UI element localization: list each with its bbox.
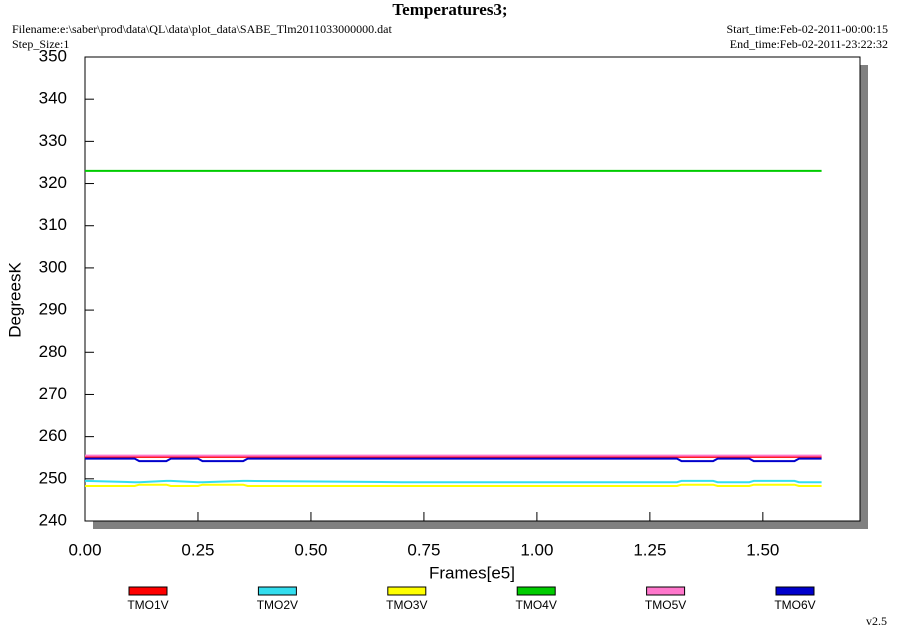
legend-label: TMO6V: [774, 598, 815, 612]
y-tick-label: 330: [39, 131, 67, 150]
x-tick-label: 0.50: [294, 540, 327, 559]
y-tick-label: 260: [39, 426, 67, 445]
legend-swatch: [775, 586, 815, 596]
step-size: Step_Size:1: [12, 37, 69, 51]
y-tick-label: 340: [39, 89, 67, 108]
x-tick-label: 0.75: [407, 540, 440, 559]
version: v2.5: [866, 614, 887, 628]
legend-swatch: [128, 586, 168, 596]
filename: Filename:e:\saber\prod\data\QL\data\plot…: [12, 22, 392, 36]
chart-title: Temperatures3;: [392, 0, 507, 19]
end-time: End_time:Feb-02-2011-23:22:32: [730, 37, 888, 51]
plot-area: [84, 56, 861, 522]
x-axis-label: Frames[e5]: [429, 563, 515, 582]
x-tick-label: 1.00: [520, 540, 553, 559]
legend-swatch: [516, 586, 556, 596]
x-tick-label: 0.00: [68, 540, 101, 559]
y-tick-label: 290: [39, 300, 67, 319]
y-tick-label: 320: [39, 173, 67, 192]
y-tick-label: 250: [39, 468, 67, 487]
legend-label: TMO5V: [645, 598, 686, 612]
y-tick-label: 270: [39, 384, 67, 403]
legend-label: TMO4V: [516, 598, 557, 612]
start-time: Start_time:Feb-02-2011-00:00:15: [726, 22, 888, 36]
x-tick-label: 1.25: [633, 540, 666, 559]
legend-swatch: [387, 586, 427, 596]
y-tick-label: 300: [39, 257, 67, 276]
y-axis-label: DegreesK: [5, 262, 24, 338]
series-line: [85, 457, 822, 463]
legend-label: TMO3V: [386, 598, 427, 612]
x-tick-label: 1.50: [746, 540, 779, 559]
y-tick-label: 310: [39, 215, 67, 234]
legend-label: TMO1V: [127, 598, 168, 612]
x-tick-label: 0.25: [181, 540, 214, 559]
legend-label: TMO2V: [257, 598, 298, 612]
y-tick-label: 280: [39, 342, 67, 361]
legend-swatch: [257, 586, 297, 596]
legend-swatch: [646, 586, 686, 596]
y-tick-label: 350: [39, 46, 67, 65]
series-line: [85, 483, 822, 487]
series-line: [84, 479, 822, 484]
y-tick-label: 240: [39, 510, 67, 529]
